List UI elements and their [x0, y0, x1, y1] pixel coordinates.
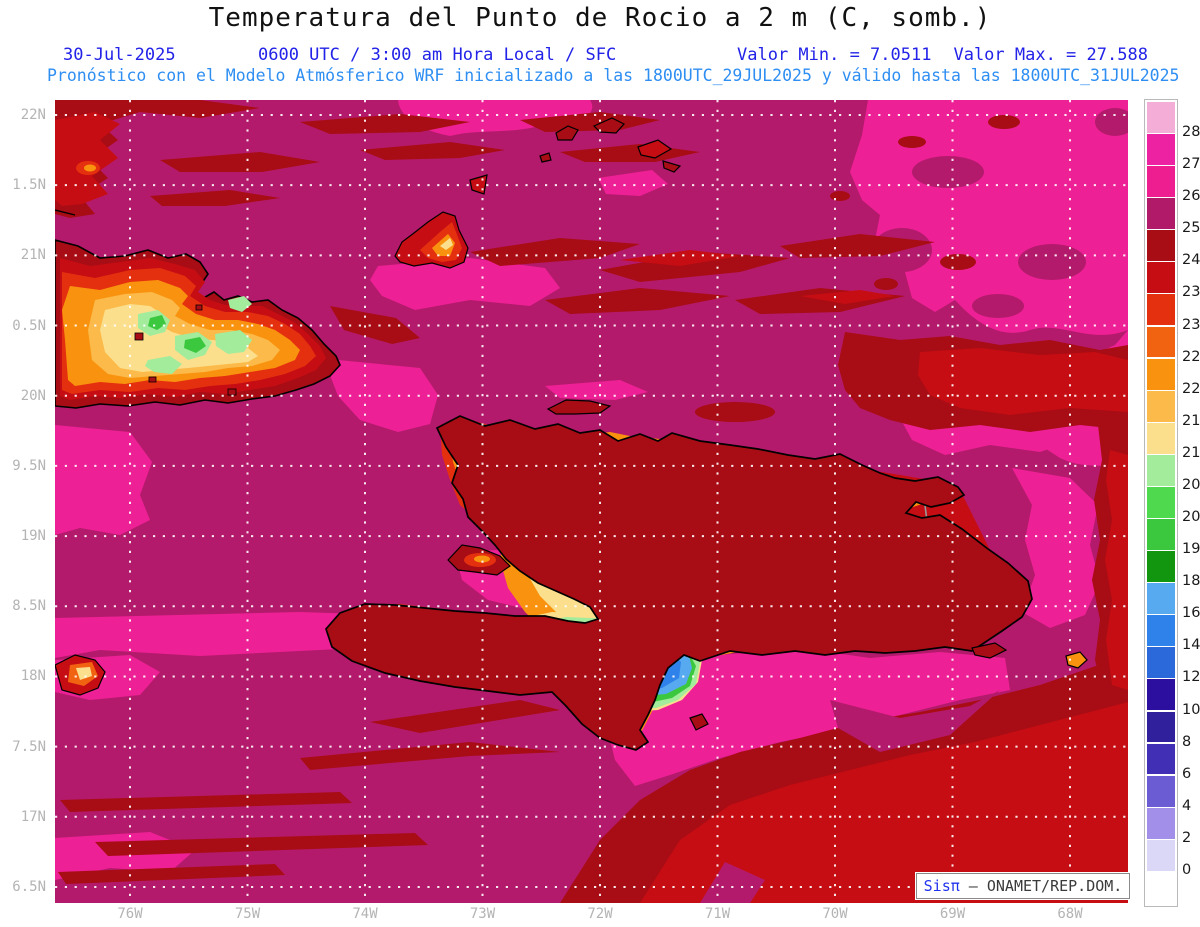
forecast-time: 0600 UTC / 3:00 am Hora Local / SFC: [258, 45, 617, 65]
attribution-box: Sisπ – ONAMET/REP.DOM.: [916, 873, 1130, 899]
hispaniola-island: [325, 415, 1033, 751]
lon-label-75W: 75W: [234, 906, 261, 922]
tortuga-island: [546, 399, 612, 415]
colorbar-cell-18: [1147, 679, 1175, 711]
colorbar-label-4: 4: [1182, 797, 1192, 814]
lon-label-74W: 74W: [352, 906, 378, 922]
colorbar-cell-3: [1147, 198, 1175, 230]
colorbar-label-20.5: 20.5: [1182, 476, 1200, 493]
lat-label-1.5N: 1.5N: [12, 177, 46, 194]
lon-label-69W: 69W: [939, 906, 966, 922]
colorbar-cell-6: [1147, 294, 1175, 326]
colorbar-cell-19: [1147, 711, 1175, 743]
colorbar-label-20: 20: [1182, 509, 1200, 526]
lat-label-22N: 22N: [20, 107, 46, 123]
colorbar-cell-12: [1147, 486, 1175, 518]
colorbar-label-2: 2: [1182, 829, 1192, 846]
colorbar-cell-5: [1147, 262, 1175, 294]
colorbar-cell-16: [1147, 615, 1175, 647]
colorbar-label-12: 12: [1182, 669, 1200, 686]
colorbar-cell-11: [1147, 454, 1175, 486]
lat-label-19N: 19N: [20, 528, 46, 545]
cuba-island: [55, 209, 341, 409]
colorbar-cell-10: [1147, 422, 1175, 454]
colorbar-label-27: 27: [1182, 156, 1200, 173]
colorbar-label-14: 14: [1182, 637, 1200, 654]
colorbar-label-25: 25: [1182, 220, 1200, 237]
colorbar-label-6: 6: [1182, 765, 1192, 782]
valor-min: Valor Min. = 7.0511: [737, 45, 932, 65]
colorbar-cell-21: [1147, 775, 1175, 807]
lat-label-9.5N: 9.5N: [12, 457, 46, 474]
colorbar-label-23.5: 23.5: [1182, 284, 1200, 301]
colorbar-cell-22: [1147, 807, 1175, 839]
colorbar-cell-15: [1147, 583, 1175, 615]
colorbar-cell-9: [1147, 390, 1175, 422]
colorbar-label-22: 22: [1182, 380, 1200, 397]
colorbar-label-24.5: 24.5: [1182, 252, 1200, 269]
colorbar-label-28: 28: [1182, 124, 1200, 141]
lat-label-21N: 21N: [20, 247, 46, 264]
colorbar-label-19: 19: [1182, 541, 1200, 558]
lon-label-70W: 70W: [822, 906, 848, 922]
colorbar: 2827262524.523.52322.52221.52120.5201918…: [1144, 99, 1200, 909]
colorbar-label-10: 10: [1182, 701, 1200, 718]
attribution-brand: Sisπ: [923, 877, 960, 895]
colorbar-label-22.5: 22.5: [1182, 348, 1200, 365]
bottomright-magenta-tongues: [700, 690, 1000, 903]
lat-label-8.5N: 8.5N: [12, 598, 46, 615]
lat-label-17N: 17N: [20, 808, 46, 825]
colorbar-cell-17: [1147, 647, 1175, 679]
colorbar-label-23: 23: [1182, 316, 1200, 333]
model-info: Pronóstico con el Modelo Atmósferico WRF…: [47, 66, 1180, 85]
cuba-north-coast-fragment: [55, 209, 76, 216]
lon-label-72W: 72W: [587, 906, 613, 922]
lon-label-71W: 71W: [704, 906, 731, 922]
saona-island: [971, 642, 1008, 659]
colorbar-cell-24: [1147, 871, 1175, 903]
lon-label-73W: 73W: [469, 906, 496, 922]
colorbar-label-0: 0: [1182, 861, 1192, 878]
mona-island: [1065, 651, 1088, 669]
lon-label-68W: 68W: [1057, 906, 1083, 922]
attribution-text: – ONAMET/REP.DOM.: [959, 877, 1123, 895]
page-title: Temperatura del Punto de Rocio a 2 m (C,…: [208, 3, 992, 33]
colorbar-label-18: 18: [1182, 573, 1200, 590]
colorbar-cell-7: [1147, 326, 1175, 358]
colorbar-cell-14: [1147, 551, 1175, 582]
lat-label-6.5N: 6.5N: [12, 878, 46, 895]
colorbar-label-21.5: 21.5: [1182, 412, 1200, 429]
colorbar-cell-8: [1147, 358, 1175, 390]
colorbar-label-21: 21: [1182, 444, 1200, 461]
valor-max: Valor Max. = 27.588: [953, 45, 1148, 65]
colorbar-cell-23: [1147, 839, 1175, 871]
colorbar-label-8: 8: [1182, 733, 1192, 750]
colorbar-frame: [1144, 99, 1178, 907]
colorbar-cell-1: [1147, 134, 1175, 165]
ocean-red-cores: [55, 112, 1128, 903]
colorbar-cell-4: [1147, 230, 1175, 262]
colorbar-cell-13: [1147, 519, 1175, 550]
colorbar-label-16: 16: [1182, 605, 1200, 622]
lat-label-0.5N: 0.5N: [12, 317, 46, 334]
lat-label-20N: 20N: [20, 387, 46, 404]
minmax-values: Valor Min. = 7.0511 Valor Max. = 27.588: [737, 45, 1148, 65]
colorbar-cell-0: [1147, 102, 1175, 133]
colorbar-cell-20: [1147, 743, 1175, 775]
forecast-date: 30-Jul-2025: [63, 45, 176, 65]
colorbar-cell-2: [1147, 166, 1175, 198]
lon-label-76W: 76W: [117, 906, 143, 922]
dewpoint-map: [55, 100, 1128, 903]
beata-island: [689, 713, 709, 731]
lat-label-7.5N: 7.5N: [12, 738, 46, 755]
lat-label-18N: 18N: [20, 668, 46, 685]
colorbar-label-26: 26: [1182, 188, 1200, 205]
